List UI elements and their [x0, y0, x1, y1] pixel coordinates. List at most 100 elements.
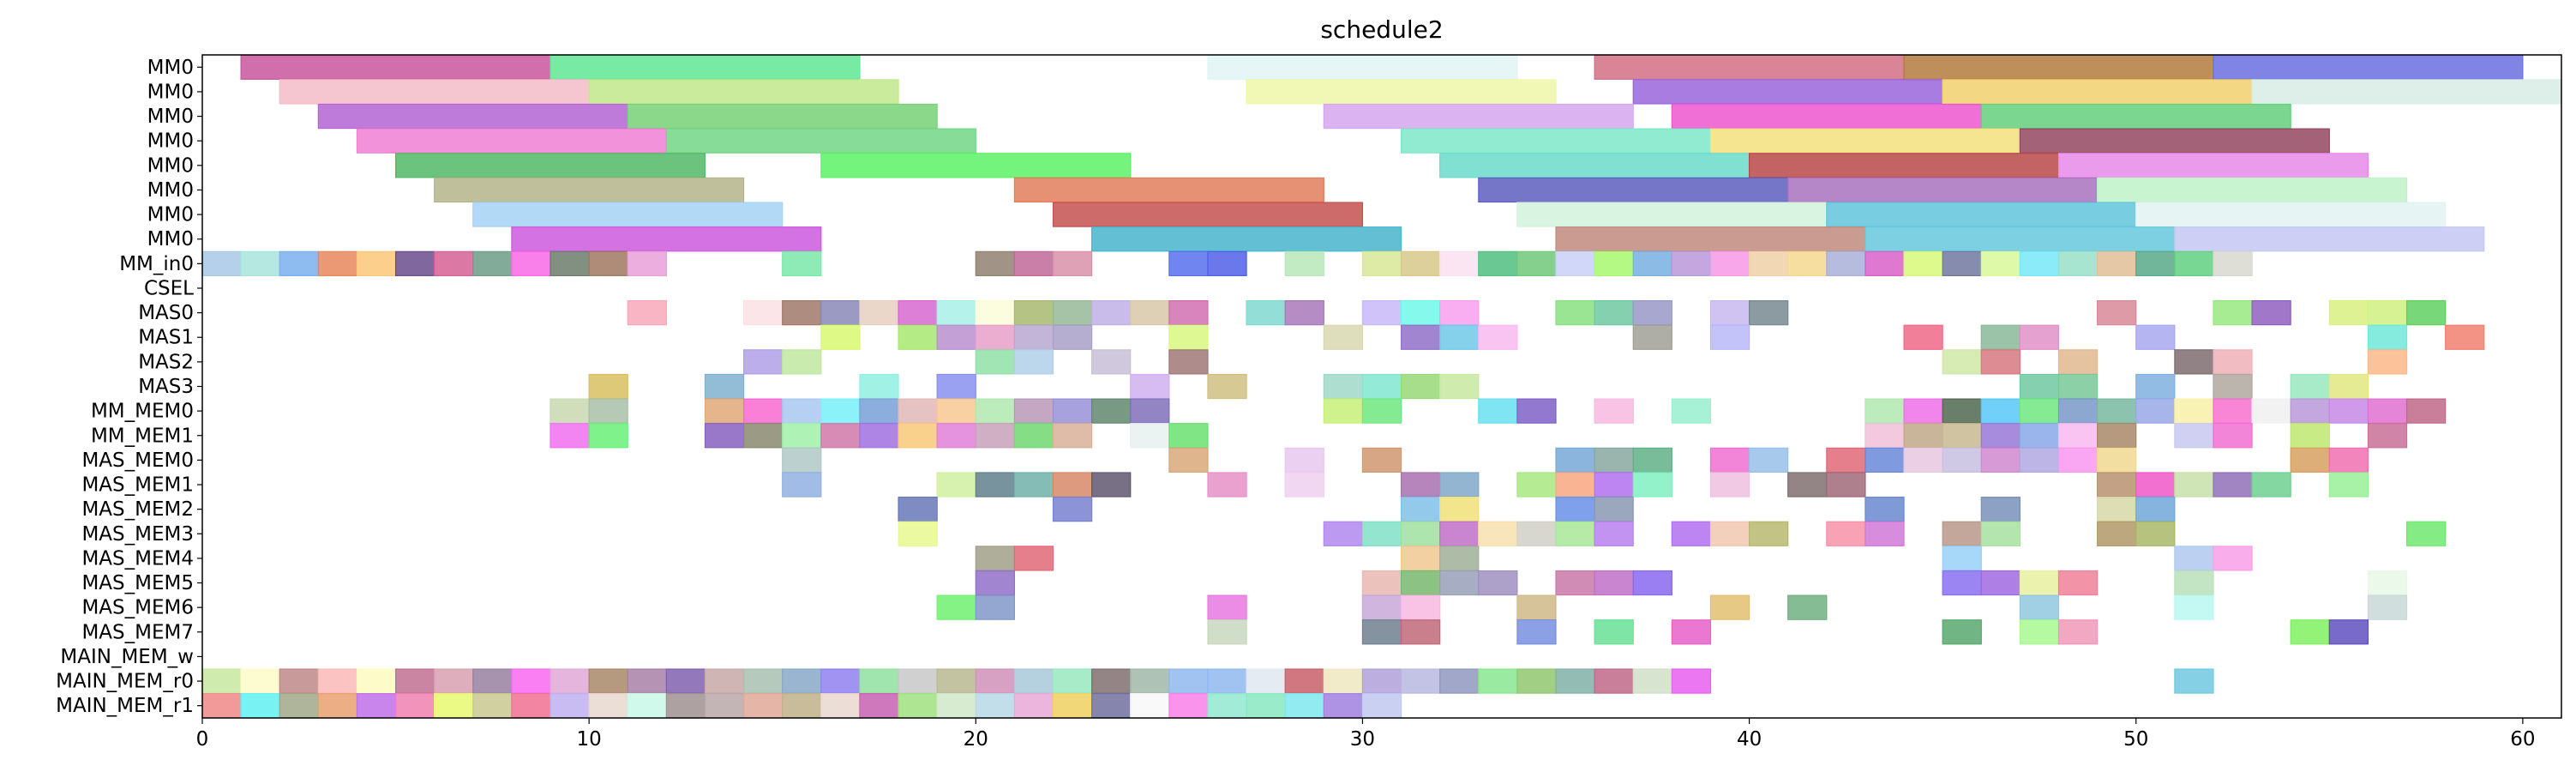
gantt-cell	[2019, 570, 2060, 596]
gantt-bar	[1516, 202, 1828, 227]
gantt-cell	[898, 398, 938, 424]
gantt-cell	[743, 349, 784, 375]
gantt-cell	[2367, 349, 2408, 375]
gantt-cell	[1594, 619, 1634, 645]
gantt-cell	[549, 668, 590, 694]
gantt-cell	[2097, 299, 2137, 326]
gantt-cell	[1478, 570, 1518, 596]
gantt-cell	[1439, 250, 1480, 276]
gantt-cell	[936, 299, 976, 326]
gantt-cell	[2405, 521, 2447, 546]
gantt-cell	[2097, 250, 2137, 276]
gantt-cell	[1439, 472, 1480, 498]
gantt-cell	[859, 398, 899, 424]
gantt-cell	[2290, 398, 2330, 424]
gantt-bar	[1864, 226, 2176, 252]
gantt-cell	[1439, 324, 1480, 350]
gantt-cell	[1516, 619, 1557, 645]
gantt-cell	[1632, 472, 1672, 498]
gantt-cell	[1091, 349, 1132, 375]
gantt-cell	[859, 423, 899, 449]
gantt-cell	[1013, 423, 1054, 449]
gantt-cell	[1361, 447, 1402, 473]
gantt-cell	[1400, 373, 1441, 400]
gantt-cell	[1942, 250, 1982, 276]
y-tick-label: MAS2	[138, 351, 194, 373]
gantt-cell	[1439, 299, 1480, 326]
gantt-bar	[627, 103, 938, 130]
gantt-cell	[1013, 299, 1054, 326]
gantt-cell	[1400, 570, 1441, 596]
gantt-cell	[1594, 521, 1634, 546]
gantt-cell	[1168, 693, 1209, 719]
gantt-cell	[1826, 472, 1866, 498]
gantt-bar	[1709, 128, 2021, 154]
x-axis: 0 10 20 30 40 50 60	[196, 718, 2536, 751]
gantt-cell	[1478, 324, 1518, 350]
gantt-cell	[434, 693, 474, 719]
gantt-cell	[2097, 398, 2137, 424]
gantt-bar	[1400, 128, 1712, 154]
gantt-cell	[1323, 693, 1364, 719]
gantt-cell	[1632, 668, 1672, 694]
gantt-cell	[2367, 398, 2408, 424]
gantt-cell	[2135, 324, 2176, 350]
gantt-cell	[1903, 324, 1943, 350]
gantt-cell	[2174, 250, 2214, 276]
gantt-cell	[704, 373, 745, 400]
gantt-cell	[1671, 521, 1712, 546]
gantt-cell	[511, 693, 551, 719]
gantt-cell	[1284, 472, 1324, 498]
gantt-cell	[1361, 250, 1402, 276]
y-tick-label: MM0	[147, 154, 194, 177]
gantt-cell	[1091, 693, 1132, 719]
gantt-cell	[1400, 299, 1441, 326]
y-tick-label: MAS_MEM1	[81, 474, 194, 497]
gantt-cell	[279, 693, 319, 719]
gantt-cell	[2213, 349, 2253, 375]
gantt-cell	[1903, 423, 1943, 449]
gantt-cell	[1632, 324, 1672, 350]
gantt-cell	[743, 423, 784, 449]
gantt-cell	[704, 398, 745, 424]
gantt-cell	[1980, 447, 2021, 473]
gantt-cell	[1980, 324, 2021, 350]
y-tick-label: MM0	[147, 57, 194, 79]
gantt-cell	[704, 423, 745, 449]
gantt-cell	[1709, 250, 1750, 276]
gantt-cell	[1980, 570, 2021, 596]
gantt-cell	[1942, 398, 1982, 424]
gantt-cell	[898, 521, 938, 546]
gantt-cell	[2174, 423, 2214, 449]
gantt-cell	[2174, 570, 2214, 596]
gantt-cell	[2019, 250, 2060, 276]
gantt-cell	[1980, 398, 2021, 424]
y-tick-label: MAS_MEM4	[81, 547, 194, 570]
gantt-cell	[549, 250, 590, 276]
gantt-cell	[1013, 472, 1054, 498]
gantt-cell	[1748, 299, 1789, 326]
gantt-cell	[1709, 521, 1750, 546]
gantt-cell	[975, 423, 1016, 449]
gantt-cell	[394, 668, 435, 694]
gantt-cell	[1207, 250, 1247, 276]
gantt-cell	[1864, 398, 1905, 424]
gantt-cell	[1864, 497, 1905, 522]
gantt-cell	[1323, 324, 1364, 350]
y-tick-label: MAIN_MEM_r1	[56, 695, 194, 717]
gantt-cell	[1207, 693, 1247, 719]
gantt-cell	[1671, 619, 1712, 645]
gantt-cell	[2097, 497, 2137, 522]
gantt-cell	[1709, 472, 1750, 498]
gantt-cell	[1400, 546, 1441, 571]
gantt-cell	[859, 373, 899, 400]
gantt-cell	[1671, 668, 1712, 694]
y-tick-label: MAS_MEM5	[81, 572, 194, 594]
gantt-cell	[1516, 472, 1557, 498]
y-tick-label: MM0	[147, 179, 194, 202]
gantt-cell	[2019, 594, 2060, 620]
gantt-cell	[1284, 299, 1324, 326]
gantt-cell	[1168, 668, 1209, 694]
gantt-cell	[2367, 594, 2408, 620]
x-tick-label: 0	[196, 728, 209, 751]
